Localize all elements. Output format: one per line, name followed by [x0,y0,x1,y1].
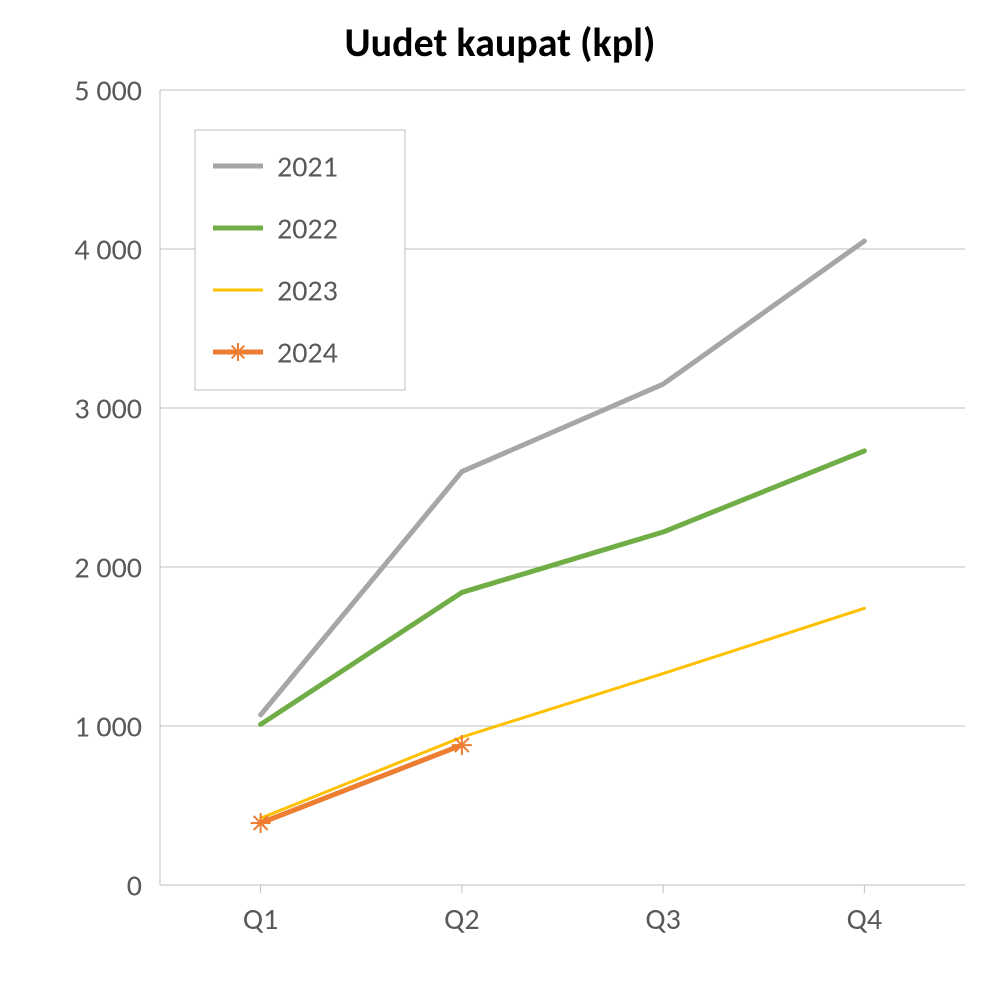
legend-label-2021: 2021 [277,149,338,186]
y-axis-label: 0 [127,868,142,905]
y-axis-label: 5 000 [74,73,142,110]
legend-label-2023: 2023 [277,273,338,310]
x-axis-label: Q1 [243,901,278,938]
y-axis-label: 1 000 [74,709,142,746]
series-line-2022 [261,451,865,724]
marker-asterisk [229,343,247,361]
x-axis-label: Q2 [444,901,479,938]
series-line-2024 [261,745,462,823]
legend-label-2022: 2022 [277,211,338,248]
marker-asterisk [251,813,271,833]
chart-svg: 0 1 000 2 000 3 000 4 000 5 000 Q1 Q2 Q3 Q4 2021 20… [0,0,1000,990]
x-axis-label: Q3 [645,901,680,938]
marker-asterisk [452,735,472,755]
y-axis-label: 4 000 [74,232,142,269]
legend-label-2024: 2024 [277,335,338,372]
chart-container: Uudet kaupat (kpl) 01 0002 0003 0004 000… [0,0,1000,990]
x-axis-label: Q4 [847,901,882,938]
y-axis-label: 3 000 [74,391,142,428]
y-axis-label: 2 000 [74,550,142,587]
